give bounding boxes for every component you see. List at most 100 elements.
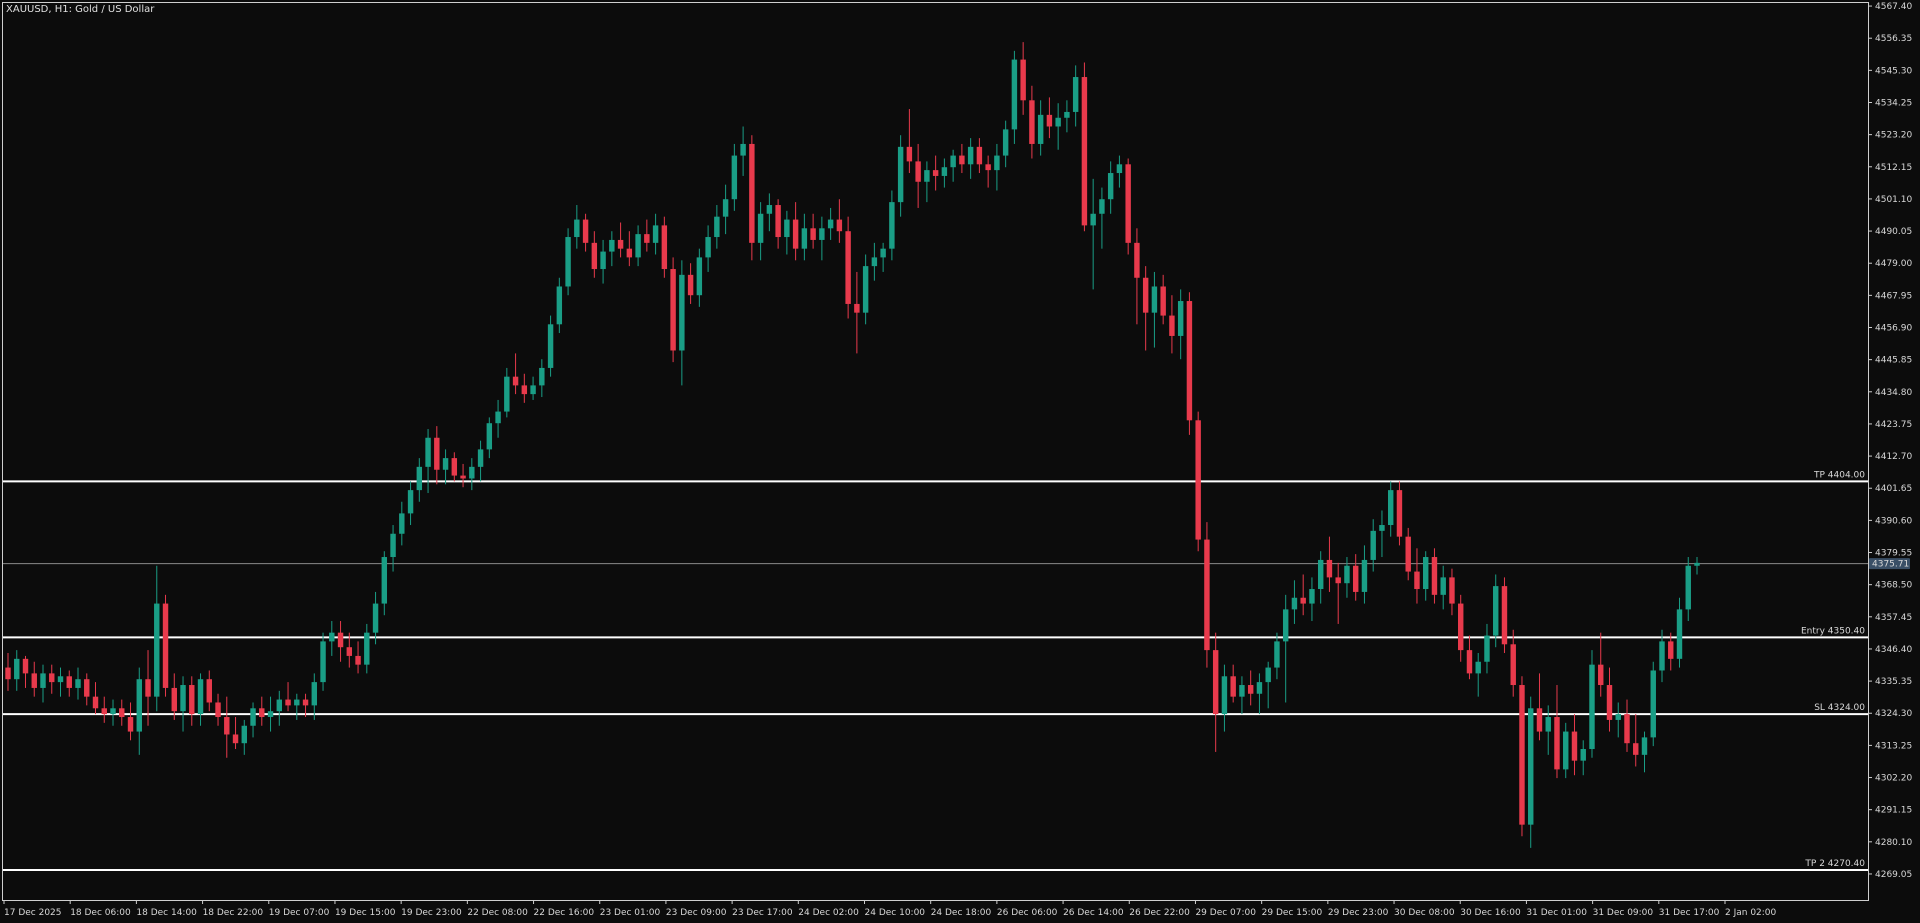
candle-bullish [547,315,554,377]
candle-body [84,679,90,697]
candle-body [302,699,309,706]
candle-bullish [1361,545,1368,604]
candle-bearish [84,673,90,706]
candle-bullish [154,565,160,712]
candle-body [1099,199,1105,214]
price-tick-label: 4280.10 [1875,838,1912,848]
candle-body [189,685,195,715]
candle-body [206,679,212,703]
candle-bullish [425,429,431,494]
candle-bullish [477,440,484,482]
candle-bullish [372,591,379,645]
candle-body [1064,111,1070,118]
candle-bearish [845,216,851,319]
candle-bullish [486,417,493,459]
candle-body [504,376,510,412]
candle-bearish [1501,577,1508,654]
price-tick-label: 4512.15 [1875,163,1912,173]
candle-bullish [267,696,274,732]
candle-body [1011,59,1018,130]
candle-body [136,679,142,732]
candle-body [1431,557,1438,595]
candle-body [617,239,624,249]
candle-body [661,225,668,270]
price-tick-label: 4346.40 [1875,645,1912,655]
candle-bullish [364,623,370,674]
candle-bearish [49,664,55,694]
candle-body [1475,661,1481,674]
candle-body [381,557,388,604]
candle-body [521,385,528,395]
candle-body [1134,242,1140,278]
candle-body [495,411,501,424]
candle-bullish [294,693,300,720]
candle-bullish [1072,65,1079,127]
candle-bullish [1422,551,1429,601]
candle-body [425,437,431,467]
price-tick-label: 4434.80 [1875,388,1912,398]
price-tick-label: 4423.75 [1875,420,1912,430]
time-tick-label: 18 Dec 22:00 [203,908,264,918]
trade-levels: TP 4404.00 Entry 4350.40 SL 4324.00 TP 2 42… [3,470,1868,872]
candle-body [1606,685,1613,720]
candle-bullish [1256,673,1263,715]
candle-bullish [1563,722,1569,779]
candle-body [924,170,930,182]
candle-body [241,725,247,744]
candle-body [276,699,283,712]
candle-bullish [136,667,142,755]
candle-bullish [574,205,580,249]
candle-bullish [1274,632,1280,680]
candle-bullish [241,719,247,755]
candle-body [1239,685,1245,697]
candle-bullish [57,667,64,697]
candle-bullish [1475,653,1481,697]
price-tick-label: 4445.85 [1875,356,1912,366]
candle-bullish [1387,481,1394,537]
candle-body [40,673,46,688]
candle-body [399,513,405,534]
candle-bearish [915,143,921,208]
candle-body [784,219,790,238]
candle-bearish [224,696,230,758]
candle-bullish [1493,574,1499,648]
candle-bullish [635,225,641,267]
time-tick-label: 18 Dec 14:00 [136,908,197,918]
candle-body [1344,565,1350,584]
candle-bearish [232,717,239,750]
candle-body [1177,301,1184,336]
candle-body [757,213,764,243]
candle-bearish [810,213,816,249]
candle-body [14,658,20,680]
current-price-box [1869,558,1910,570]
candle-body [110,708,116,715]
candle-body [1090,213,1096,226]
candle-bearish [460,463,466,488]
candle-body [1256,682,1263,694]
candle-body [1659,641,1665,671]
candle-body [232,734,239,744]
candle-bearish [127,702,134,741]
candle-bearish [1029,85,1035,159]
candle-body [1002,129,1009,156]
candle-body [1274,641,1280,668]
candle-body [854,303,860,313]
candle-body [267,711,274,718]
candle-bearish [854,271,860,354]
candle-bullish [801,213,808,261]
candle-bearish [1125,158,1131,255]
price-tick-label: 4291.15 [1875,806,1912,816]
candle-bullish [1064,100,1070,133]
candle-bullish [679,260,685,386]
time-tick-label: 24 Dec 18:00 [931,908,992,918]
candle-bullish [1090,178,1096,290]
candle-body [337,632,344,648]
candle-body [442,458,449,470]
candle-body [915,161,921,182]
candle-body [224,717,230,735]
price-tick-label: 4313.25 [1875,741,1912,751]
price-tick-label: 4302.20 [1875,774,1912,784]
candle-bearish [1624,699,1630,752]
candle-body [1422,557,1429,590]
